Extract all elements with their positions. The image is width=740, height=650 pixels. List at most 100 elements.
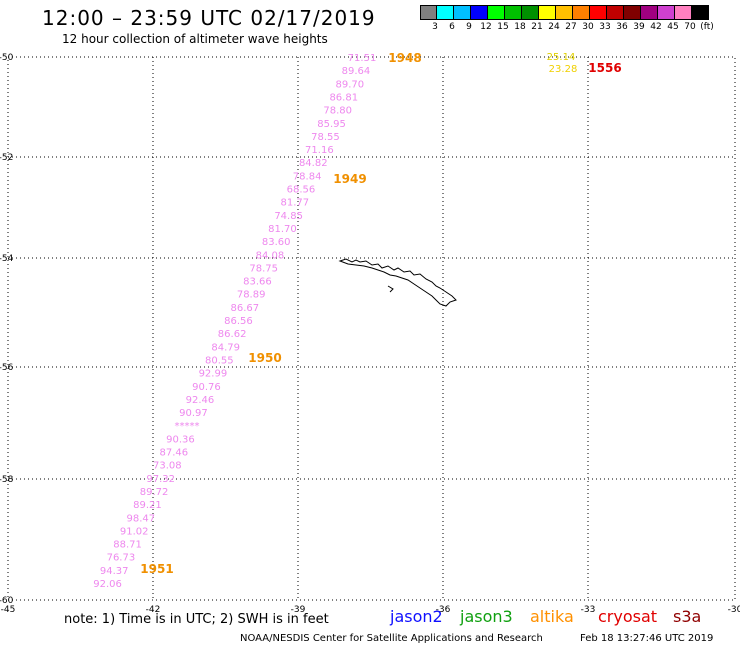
colorbar-swatch — [641, 5, 658, 20]
colorbar-label: 30 — [582, 22, 594, 32]
colorbar-label: 27 — [565, 22, 577, 32]
track-value-label: 89.72 — [140, 487, 169, 498]
colorbar-swatch — [420, 5, 437, 20]
track-value-label: 98.47 — [127, 513, 156, 524]
lon-tick-label: -39 — [291, 605, 306, 615]
colorbar-swatch — [658, 5, 675, 20]
colorbar-label: 15 — [497, 22, 509, 32]
time-label: 1951 — [140, 562, 173, 576]
colorbar-swatch — [624, 5, 641, 20]
colorbar-label: (ft) — [700, 22, 714, 32]
track-value-label: 78.80 — [323, 106, 352, 117]
lon-tick-label: -45 — [1, 605, 16, 615]
track-value-label: ***** — [174, 421, 199, 432]
track-value-label: 86.62 — [218, 329, 247, 340]
legend-item-cryosat: cryosat — [598, 607, 658, 626]
colorbar-label: 9 — [466, 22, 472, 32]
other-time-label: 1556 — [588, 61, 621, 75]
colorbar-label: 42 — [650, 22, 662, 32]
other-value-label: 25.14 — [547, 52, 576, 63]
track-value-label: 87.46 — [160, 448, 189, 459]
lat-tick-label: -52 — [0, 153, 13, 163]
track-value-label: 94.37 — [100, 566, 129, 577]
legend-item-jason2: jason2 — [390, 607, 443, 626]
track-value-label: 84.79 — [211, 342, 240, 353]
colorbar-swatch — [437, 5, 454, 20]
other-value-label: 23.28 — [549, 64, 578, 75]
track-value-label: 78.89 — [237, 290, 266, 301]
lat-tick-label: -58 — [0, 475, 14, 485]
track-value-label: 78.55 — [311, 132, 340, 143]
colorbar-swatch — [522, 5, 539, 20]
lon-tick-label: -30 — [728, 605, 740, 615]
colorbar-label: 36 — [616, 22, 628, 32]
track-value-label: 89.70 — [336, 79, 365, 90]
track-value-label: 90.97 — [179, 408, 208, 419]
colorbar-swatch — [488, 5, 505, 20]
track-value-label: 80.55 — [205, 355, 234, 366]
colorbar-swatch — [454, 5, 471, 20]
lon-tick-label: -36 — [436, 605, 451, 615]
island-outline — [338, 258, 457, 307]
lat-tick-label: -50 — [0, 53, 14, 63]
track-value-label: 89.21 — [133, 500, 162, 511]
lat-tick-label: -60 — [0, 596, 14, 606]
island-islet — [387, 285, 394, 293]
colorbar-swatch — [692, 5, 709, 20]
track-value-label: 84.82 — [299, 158, 328, 169]
time-label: 1949 — [333, 172, 366, 186]
colorbar — [420, 5, 709, 20]
track-value-label: 92.99 — [199, 369, 228, 380]
track-value-label: 71.51 — [348, 53, 377, 64]
footer-credit: NOAA/NESDIS Center for Satellite Applica… — [240, 633, 543, 644]
colorbar-label: 3 — [432, 22, 438, 32]
chart-title: 12:00 – 23:59 UTC 02/17/2019 — [42, 6, 376, 30]
track-value-label: 81.70 — [268, 224, 297, 235]
colorbar-label: 70 — [684, 22, 696, 32]
colorbar-label: 12 — [480, 22, 492, 32]
track-value-label: 97.32 — [146, 474, 175, 485]
colorbar-label: 39 — [633, 22, 645, 32]
track-value-label: 83.60 — [262, 237, 291, 248]
track-value-label: 86.67 — [231, 303, 260, 314]
lat-tick-label: -54 — [0, 254, 14, 264]
colorbar-label: 21 — [531, 22, 543, 32]
lon-tick-label: -33 — [581, 605, 596, 615]
legend-item-altika: altika — [530, 607, 574, 626]
track-value-label: 68.56 — [287, 185, 316, 196]
track-value-label: 92.46 — [186, 395, 215, 406]
colorbar-swatch — [573, 5, 590, 20]
track-value-label: 83.66 — [243, 277, 272, 288]
track-value-label: 85.95 — [317, 119, 346, 130]
colorbar-swatch — [607, 5, 624, 20]
track-value-label: 74.85 — [274, 211, 303, 222]
map-frame — [7, 56, 736, 601]
legend-item-s3a: s3a — [673, 607, 702, 626]
track-value-label: 90.36 — [166, 434, 195, 445]
track-value-label: 90.76 — [192, 382, 221, 393]
track-value-label: 86.81 — [329, 92, 358, 103]
track-value-label: 73.08 — [153, 461, 182, 472]
track-value-label: 78.75 — [249, 263, 278, 274]
track-value-label: 78.84 — [293, 171, 322, 182]
colorbar-label: 45 — [667, 22, 679, 32]
track-value-label: 88.71 — [113, 540, 142, 551]
track-value-label: 84.08 — [256, 250, 285, 261]
time-label: 1948 — [388, 51, 421, 65]
colorbar-label: 6 — [449, 22, 455, 32]
track-value-label: 81.77 — [280, 198, 309, 209]
track-value-label: 76.73 — [107, 553, 136, 564]
track-value-label: 91.02 — [120, 526, 149, 537]
track-value-label: 86.56 — [224, 316, 253, 327]
lat-tick-label: -56 — [0, 363, 14, 373]
track-value-label: 89.64 — [342, 66, 371, 77]
legend-item-jason3: jason3 — [460, 607, 513, 626]
track-value-label: 92.06 — [93, 579, 122, 590]
track-value-label: 71.16 — [305, 145, 334, 156]
time-label: 1950 — [248, 351, 281, 365]
colorbar-label: 33 — [599, 22, 611, 32]
colorbar-label: 18 — [514, 22, 526, 32]
colorbar-swatch — [505, 5, 522, 20]
footer-timestamp: Feb 18 13:27:46 UTC 2019 — [580, 633, 714, 644]
